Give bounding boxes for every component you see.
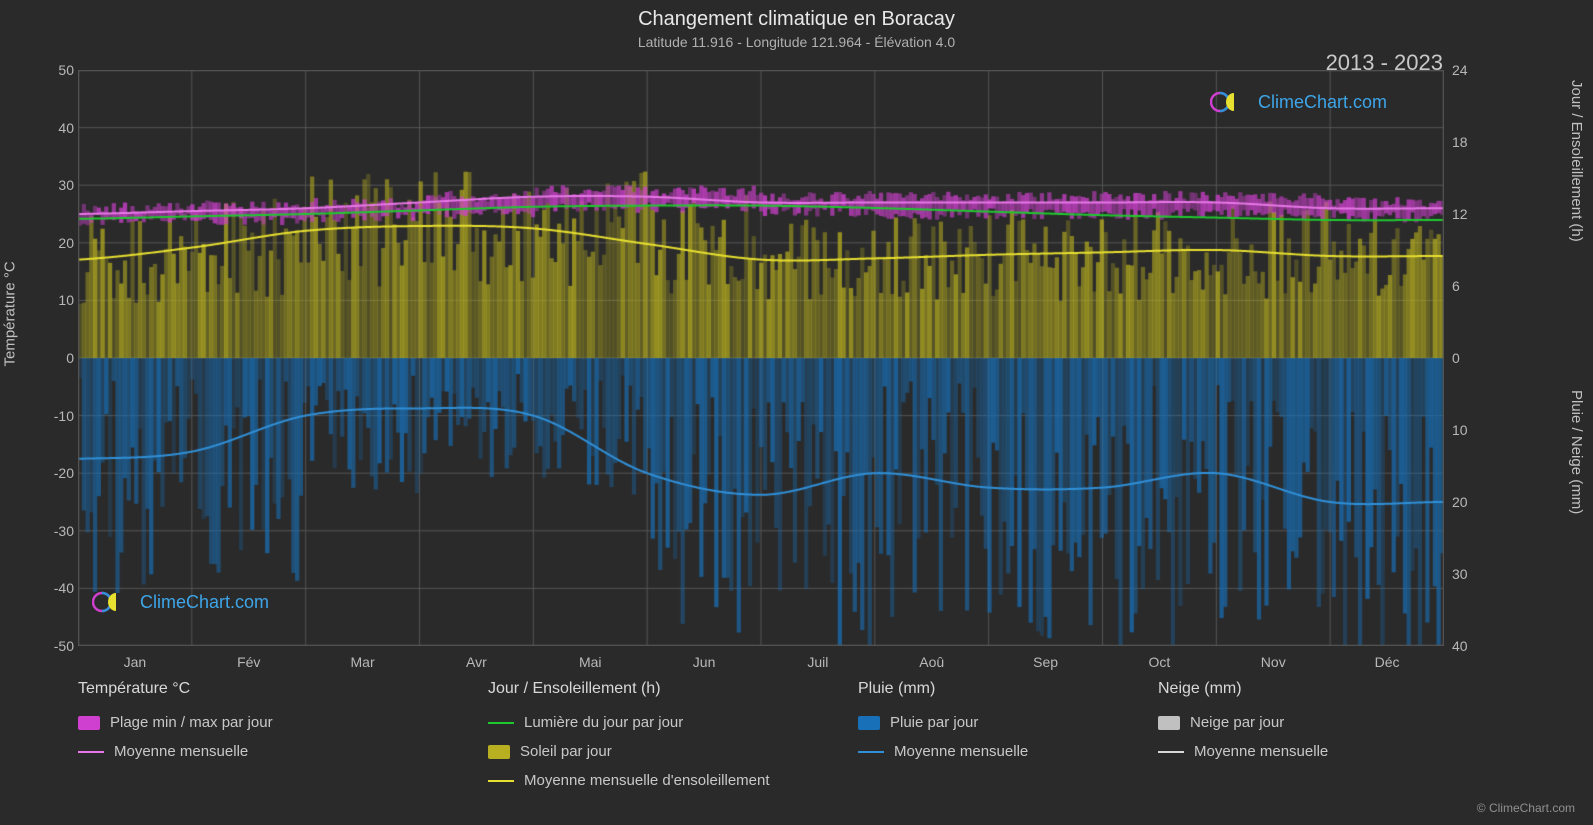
- y-tick-left: 10: [14, 292, 74, 308]
- watermark-text: ClimeChart.com: [1258, 92, 1387, 113]
- legend-label: Moyenne mensuelle: [1194, 743, 1328, 760]
- legend-item: Neige par jour: [1158, 714, 1438, 731]
- y-tick-right: 18: [1452, 134, 1502, 150]
- legend-swatch: [78, 716, 100, 730]
- legend-item: Moyenne mensuelle: [78, 743, 488, 760]
- legend-header: Neige (mm): [1158, 680, 1438, 698]
- legend-group: Jour / Ensoleillement (h) Lumière du jour…: [488, 680, 858, 789]
- watermark-top: ClimeChart.com: [1210, 90, 1387, 114]
- y-tick-left: -10: [14, 408, 74, 424]
- legend-header: Jour / Ensoleillement (h): [488, 680, 858, 698]
- plot-area: [78, 70, 1444, 646]
- y-tick-left: -30: [14, 523, 74, 539]
- y-tick-right: 24: [1452, 62, 1502, 78]
- legend-line: [1158, 751, 1184, 753]
- legend-group: Pluie (mm) Pluie par jour Moyenne mensuell…: [858, 680, 1158, 789]
- x-tick: Sep: [1033, 654, 1058, 670]
- legend-group: Température °C Plage min / max par jour Mo…: [78, 680, 488, 789]
- x-tick: Avr: [466, 654, 487, 670]
- chart-canvas: [78, 70, 1444, 646]
- y-tick-left: 50: [14, 62, 74, 78]
- x-tick: Aoû: [919, 654, 944, 670]
- chart-subtitle: Latitude 11.916 - Longitude 121.964 - Él…: [0, 34, 1593, 50]
- copyright: © ClimeChart.com: [1477, 801, 1575, 815]
- legend-item: Pluie par jour: [858, 714, 1158, 731]
- y-tick-left: -50: [14, 638, 74, 654]
- legend: Température °C Plage min / max par jour Mo…: [78, 680, 1444, 789]
- legend-line: [488, 780, 514, 782]
- y-tick-right: 20: [1452, 494, 1502, 510]
- legend-swatch: [488, 745, 510, 759]
- legend-label: Moyenne mensuelle d'ensoleillement: [524, 772, 770, 789]
- y-tick-right: 6: [1452, 278, 1502, 294]
- legend-swatch: [1158, 716, 1180, 730]
- y-tick-right: 12: [1452, 206, 1502, 222]
- legend-item: Plage min / max par jour: [78, 714, 488, 731]
- legend-item: Moyenne mensuelle: [858, 743, 1158, 760]
- legend-label: Moyenne mensuelle: [894, 743, 1028, 760]
- y-tick-right: 10: [1452, 422, 1502, 438]
- legend-label: Plage min / max par jour: [110, 714, 273, 731]
- legend-line: [488, 722, 514, 724]
- legend-label: Soleil par jour: [520, 743, 612, 760]
- legend-group: Neige (mm) Neige par jour Moyenne mensuell…: [1158, 680, 1438, 789]
- climate-chart: Changement climatique en Boracay Latitud…: [0, 0, 1593, 825]
- x-tick: Jun: [693, 654, 716, 670]
- y-tick-left: -20: [14, 465, 74, 481]
- legend-label: Lumière du jour par jour: [524, 714, 683, 731]
- y-tick-left: 0: [14, 350, 74, 366]
- legend-header: Température °C: [78, 680, 488, 698]
- logo-icon: [1210, 90, 1250, 114]
- x-tick: Juil: [807, 654, 828, 670]
- x-tick: Nov: [1261, 654, 1286, 670]
- legend-header: Pluie (mm): [858, 680, 1158, 698]
- watermark-bottom: ClimeChart.com: [92, 590, 269, 614]
- legend-item: Lumière du jour par jour: [488, 714, 858, 731]
- y-tick-right: 30: [1452, 566, 1502, 582]
- y-tick-left: 30: [14, 177, 74, 193]
- logo-icon: [92, 590, 132, 614]
- x-tick: Mar: [351, 654, 375, 670]
- watermark-text: ClimeChart.com: [140, 592, 269, 613]
- x-tick: Mai: [579, 654, 602, 670]
- legend-swatch: [858, 716, 880, 730]
- legend-item: Moyenne mensuelle: [1158, 743, 1438, 760]
- y-tick-left: 40: [14, 120, 74, 136]
- legend-line: [78, 751, 104, 753]
- legend-item: Soleil par jour: [488, 743, 858, 760]
- legend-label: Neige par jour: [1190, 714, 1284, 731]
- chart-title: Changement climatique en Boracay: [0, 8, 1593, 31]
- legend-label: Moyenne mensuelle: [114, 743, 248, 760]
- legend-label: Pluie par jour: [890, 714, 978, 731]
- y-tick-left: -40: [14, 580, 74, 596]
- x-tick: Oct: [1149, 654, 1171, 670]
- y-tick-right: 0: [1452, 350, 1502, 366]
- y-tick-right: 40: [1452, 638, 1502, 654]
- x-tick: Déc: [1375, 654, 1400, 670]
- legend-line: [858, 751, 884, 753]
- x-tick: Fév: [237, 654, 260, 670]
- y-axis-right-bottom-label: Pluie / Neige (mm): [1568, 390, 1585, 514]
- y-tick-left: 20: [14, 235, 74, 251]
- legend-item: Moyenne mensuelle d'ensoleillement: [488, 772, 858, 789]
- y-axis-right-top-label: Jour / Ensoleillement (h): [1568, 80, 1585, 242]
- x-tick: Jan: [124, 654, 147, 670]
